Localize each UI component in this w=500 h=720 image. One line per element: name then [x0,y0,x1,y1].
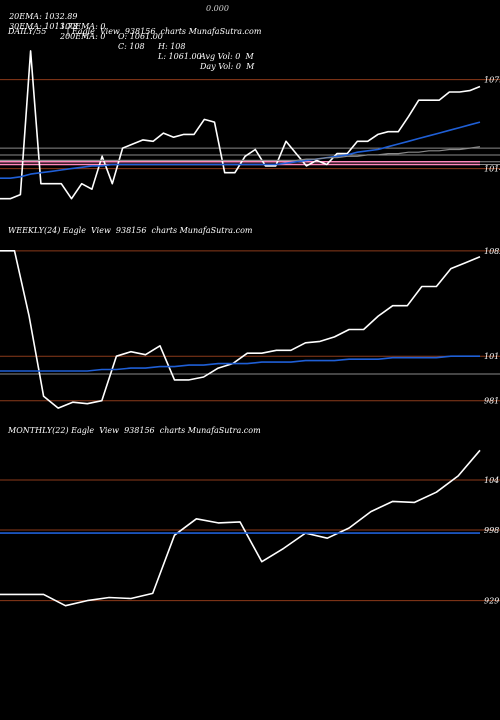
ema-line-blue [0,355,480,372]
daily-panel-title: DAILY/55 | Eagle View 938156 charts Muna… [8,27,262,36]
header-row-2: 30EMA: 1013.73 200EMA: 0 C: 108 L: 1061.… [4,12,254,72]
y-tick-label: 929 [484,597,499,606]
avg-vol-value: Avg Vol: 0 M [200,52,254,61]
y-tick-label: 998 [484,526,499,535]
y-tick-label: 1079 [484,76,500,85]
high-value: H: 108 [158,42,186,51]
weekly-panel-title: WEEKLY(24) Eagle View 938156 charts Muna… [8,226,253,235]
ema-line-gray [0,146,481,161]
ema-line-blue [0,121,481,179]
y-tick-label: 981 [484,397,499,406]
header-row-1: 20EMA: 1032.89 100EMA: 0 O: 1061.00 H: 1… [4,2,254,62]
low-value: L: 1061.00 [158,52,202,61]
day-vol-value: Day Vol: 0 M [200,62,255,71]
monthly-panel-title: MONTHLY(22) Eagle View 938156 charts Mun… [8,426,261,435]
close-value: C: 108 [118,42,145,51]
price-line [0,250,481,409]
ema100-value: 100EMA: 0 [60,22,106,31]
ema30-value: 30EMA: 1013.73 [9,22,78,31]
y-tick-label: 1047 [484,476,500,485]
y-tick-label: 1014 [484,165,500,174]
price-line [0,449,481,607]
open-value: O: 1061.00 [118,32,163,41]
ema20-value: 20EMA: 1032.89 [9,12,78,21]
header-overlap-text: 0.000 [206,4,229,13]
ema200-value: 200EMA: 0 [60,32,106,41]
price-line [0,50,481,200]
y-tick-label: 1082 [484,247,500,256]
